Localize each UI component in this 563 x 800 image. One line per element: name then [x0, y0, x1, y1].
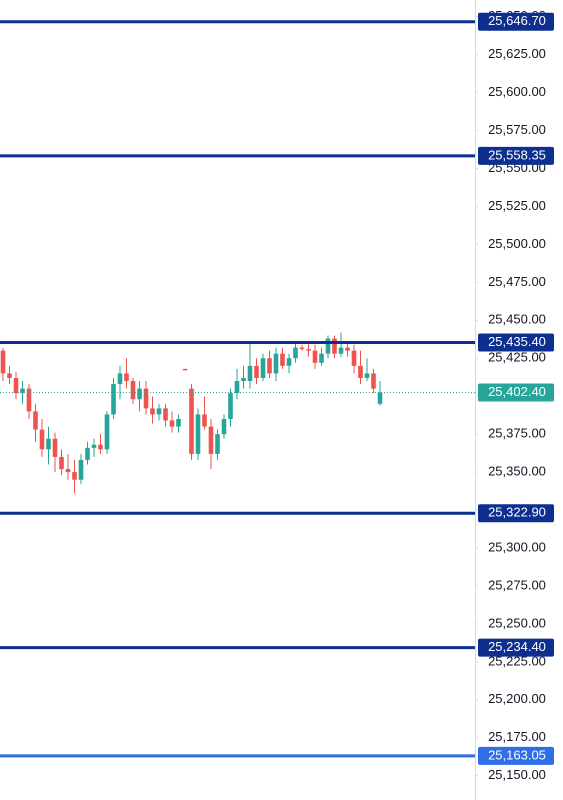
candle-body: [293, 347, 298, 359]
candle-body: [332, 338, 337, 354]
current-price-box: [478, 383, 554, 402]
candle-body: [33, 411, 38, 430]
level-box: [478, 333, 554, 352]
candle-body: [46, 438, 51, 450]
candle-body: [0, 350, 6, 374]
candle-body: [345, 347, 350, 351]
y-tick-label: 25,500.00: [488, 236, 546, 251]
candle-body: [98, 444, 103, 450]
candle-body: [85, 447, 90, 460]
candle-body: [156, 408, 162, 415]
candle-body: [247, 365, 253, 382]
candle-body: [202, 414, 207, 427]
level-label: 25,646.70: [488, 13, 546, 28]
candle-body: [312, 350, 318, 363]
candle-body: [176, 418, 181, 427]
y-tick-label: 25,525.00: [488, 198, 546, 213]
y-tick-label: 25,450.00: [488, 312, 546, 327]
candle-body: [26, 388, 32, 412]
y-tick-label: 25,425.00: [488, 350, 546, 365]
y-tick-label: 25,175.00: [488, 729, 546, 744]
candle-body: [143, 388, 149, 409]
candle-body: [124, 373, 129, 382]
candle-body: [260, 358, 266, 378]
candle-body: [254, 365, 259, 378]
candle-body: [20, 388, 25, 394]
y-tick-label: 25,225.00: [488, 653, 546, 668]
level-box: [478, 746, 554, 765]
level-box: [478, 12, 554, 31]
candle-body: [358, 365, 363, 378]
candle-body: [377, 392, 383, 404]
candle-body: [91, 444, 97, 448]
candle-body: [78, 459, 84, 480]
candle-body: [150, 408, 155, 415]
candle-body: [319, 353, 324, 363]
level-box: [478, 504, 554, 523]
candle-body: [215, 434, 220, 454]
candle-body: [241, 377, 246, 382]
level-label: 25,322.90: [488, 505, 546, 520]
candle-body: [111, 384, 116, 415]
candle-body: [52, 438, 58, 457]
level-label: 25,558.35: [488, 147, 546, 162]
candle-body: [130, 381, 136, 400]
candle-body: [195, 414, 201, 454]
candle-body: [65, 469, 71, 473]
candle-body: [163, 408, 168, 421]
candle-body: [7, 373, 12, 378]
candle-body: [169, 420, 175, 427]
y-tick-label: 25,350.00: [488, 464, 546, 479]
candle-body: [325, 338, 331, 354]
candle-body: [364, 373, 370, 378]
candle-body: [338, 347, 344, 354]
level-label: 25,163.05: [488, 747, 546, 762]
candle-body: [234, 381, 240, 394]
candle-body: [299, 347, 305, 350]
candle-body: [208, 426, 214, 454]
candle-body: [273, 353, 279, 374]
candle-body: [286, 358, 292, 366]
candle-body: [39, 429, 45, 450]
candle-body: [59, 456, 64, 470]
candle-body: [137, 388, 142, 400]
current-price-label: 25,402.40: [488, 384, 546, 399]
y-tick-label: 25,600.00: [488, 84, 546, 99]
y-tick-label: 25,150.00: [488, 767, 546, 782]
y-tick-label: 25,375.00: [488, 426, 546, 441]
y-tick-label: 25,200.00: [488, 691, 546, 706]
candle-body: [117, 373, 123, 385]
candle-body: [351, 350, 357, 366]
level-box: [478, 146, 554, 165]
candle-body: [267, 358, 272, 374]
y-tick-label: 25,475.00: [488, 274, 546, 289]
y-tick-label: 25,625.00: [488, 46, 546, 61]
candle-body: [104, 414, 110, 450]
candle-body: [13, 377, 19, 394]
level-label: 25,234.40: [488, 639, 546, 654]
y-tick-label: 25,575.00: [488, 122, 546, 137]
y-tick-label: 25,275.00: [488, 577, 546, 592]
candle-body: [221, 418, 227, 435]
candle-body: [182, 368, 188, 371]
y-tick-label: 25,250.00: [488, 615, 546, 630]
candle-body: [371, 373, 376, 389]
candle-body: [72, 472, 77, 480]
level-label: 25,435.40: [488, 334, 546, 349]
candle-body: [228, 393, 233, 419]
candle-body: [189, 388, 194, 454]
y-tick-label: 25,300.00: [488, 539, 546, 554]
candle-body: [280, 353, 285, 366]
candle-body: [306, 349, 311, 351]
level-box: [478, 638, 554, 657]
